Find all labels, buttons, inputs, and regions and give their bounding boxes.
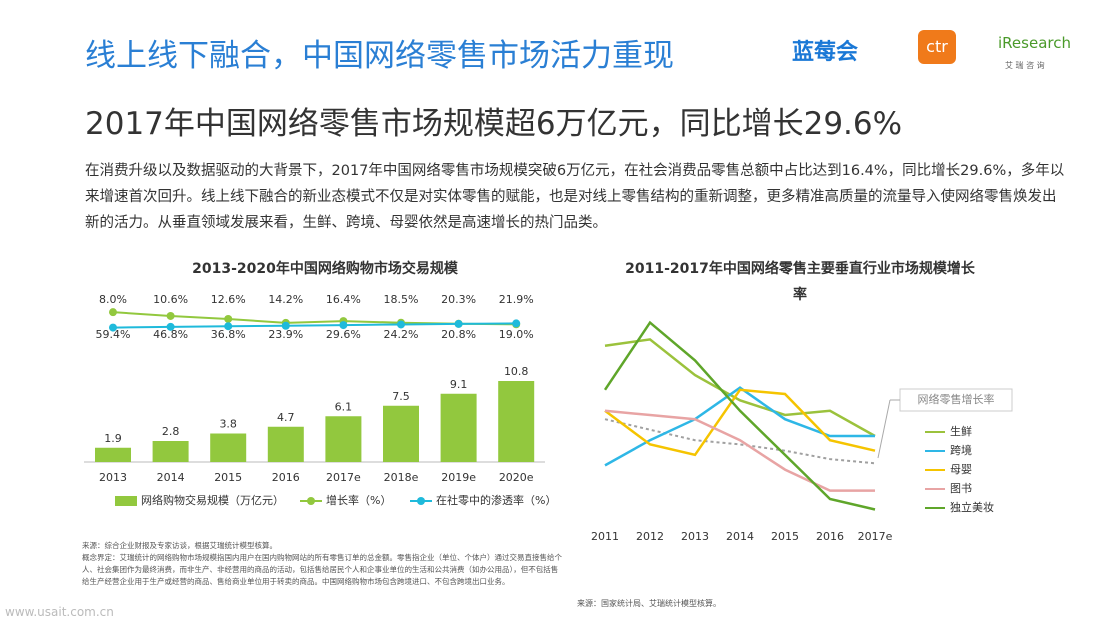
data-label: 24.2%: [384, 328, 419, 341]
line-dot: [224, 322, 233, 331]
source: 来源：综合企业财报及专家访谈，根据艾瑞统计模型核算。 概念界定：艾瑞统计的网络购…: [82, 540, 562, 588]
logo: iResearch: [998, 34, 1071, 52]
x-tick-label: 2015: [214, 471, 242, 484]
x-tick-label: 2013: [681, 530, 709, 543]
bar: [267, 426, 304, 462]
legend-label: 跨境: [950, 443, 972, 457]
x-tick-label: 2013: [99, 471, 127, 484]
legend-label: 网络零售增长率: [918, 392, 995, 406]
line-dot: [512, 319, 521, 328]
logo: 蓝莓会: [792, 40, 859, 65]
chart-title: 2011-2017年中国网络零售主要垂直行业市场规模增长率: [625, 261, 975, 303]
bar: [152, 441, 189, 462]
source-text: 来源：综合企业财报及专家访谈，根据艾瑞统计模型核算。: [82, 541, 277, 550]
line-dot: [397, 320, 405, 329]
watermark: www.usait.com.cn: [5, 605, 114, 619]
line: [604, 418, 876, 465]
legend-label: 母婴: [950, 463, 972, 476]
x-tick-label: 2016: [816, 530, 844, 543]
data-label: 20.8%: [441, 328, 476, 341]
line-dot: [109, 323, 117, 332]
data-label: 46.8%: [153, 328, 188, 341]
line: [604, 388, 876, 457]
data-label: 29.6%: [326, 328, 361, 341]
line-dot: [166, 322, 175, 331]
data-label: 19.0%: [499, 328, 534, 341]
subtitle: 2017年中国网络零售市场规模超6万亿元，同比增长29.6%: [85, 106, 903, 142]
data-label: 20.3%: [441, 293, 476, 306]
note-text: 概念界定：艾瑞统计的网络购物市场规模指国内用户在国内购物网站的所有零售订单的总金…: [82, 553, 562, 586]
data-label: 4.7: [277, 411, 295, 424]
chart-title: 2013-2020年中国网络购物市场交易规模: [192, 261, 458, 277]
slide-title: 线上线下融合，中国网络零售市场活力重现: [85, 38, 674, 74]
data-label: 23.9%: [268, 328, 303, 341]
line: [604, 338, 876, 438]
x-tick-label: 2011: [591, 530, 619, 543]
line: [112, 322, 517, 329]
line-dot: [339, 321, 348, 330]
bar: [383, 405, 419, 462]
bar: [210, 433, 247, 462]
data-label: 14.2%: [268, 293, 303, 306]
data-label: 1.9: [104, 432, 122, 445]
x-tick-label: 2014: [157, 471, 185, 484]
data-label: 12.6%: [211, 293, 246, 306]
line: [604, 409, 875, 492]
data-label: 3.8: [219, 418, 237, 431]
data-label: 9.1: [450, 378, 468, 391]
line: [604, 386, 875, 467]
x-tick-label: 2019e: [441, 471, 476, 484]
source-text: 来源：国家统计局、艾瑞统计模型核算。: [577, 599, 721, 608]
legend-label: 图书: [950, 482, 972, 495]
legend-label: 独立美妆: [950, 500, 994, 514]
bar: [440, 393, 477, 462]
logo-caption: 艾 瑞 咨 询: [1005, 61, 1045, 70]
bar: [95, 447, 131, 462]
legend-label: 在社零中的渗透率（%）: [436, 493, 556, 507]
x-tick-label: 2016: [272, 471, 300, 484]
data-label: 7.5: [392, 390, 410, 403]
legend-swatch: [115, 496, 137, 506]
line: [603, 320, 876, 511]
line-dot: [281, 321, 290, 330]
logo: ctr: [918, 30, 956, 64]
x-tick-label: 2014: [726, 530, 754, 543]
legend-swatch: [417, 497, 425, 505]
data-label: 10.6%: [153, 293, 188, 306]
data-label: 6.1: [335, 400, 353, 413]
data-label: 2.8: [162, 425, 180, 438]
x-tick-label: 2020e: [499, 471, 534, 484]
data-label: 36.8%: [211, 328, 246, 341]
data-label: 16.4%: [326, 293, 361, 306]
line-dot: [166, 311, 175, 320]
x-tick-label: 2015: [771, 530, 799, 543]
x-tick-label: 2018e: [384, 471, 419, 484]
line-dot: [224, 314, 233, 323]
data-label: 10.8: [504, 365, 529, 378]
legend-connector: [877, 399, 891, 459]
x-tick-label: 2012: [636, 530, 664, 543]
legend-label: 生鲜: [950, 424, 972, 438]
bar: [498, 381, 535, 462]
bar: [325, 416, 362, 462]
line-dot: [454, 319, 463, 328]
legend-label: 增长率（%）: [326, 493, 391, 507]
data-label: 18.5%: [384, 293, 419, 306]
line-dot: [109, 308, 117, 317]
data-label: 21.9%: [499, 293, 534, 306]
paragraph: 在消费升级以及数据驱动的大背景下，2017年中国网络零售市场规模突破6万亿元，在…: [85, 163, 1065, 231]
x-tick-label: 2017e: [326, 471, 361, 484]
data-label: 59.4%: [96, 328, 131, 341]
legend-label: 网络购物交易规模（万亿元）: [141, 493, 284, 507]
legend-swatch: [307, 497, 315, 505]
data-label: 8.0%: [99, 293, 127, 306]
x-tick-label: 2017e: [858, 530, 893, 543]
